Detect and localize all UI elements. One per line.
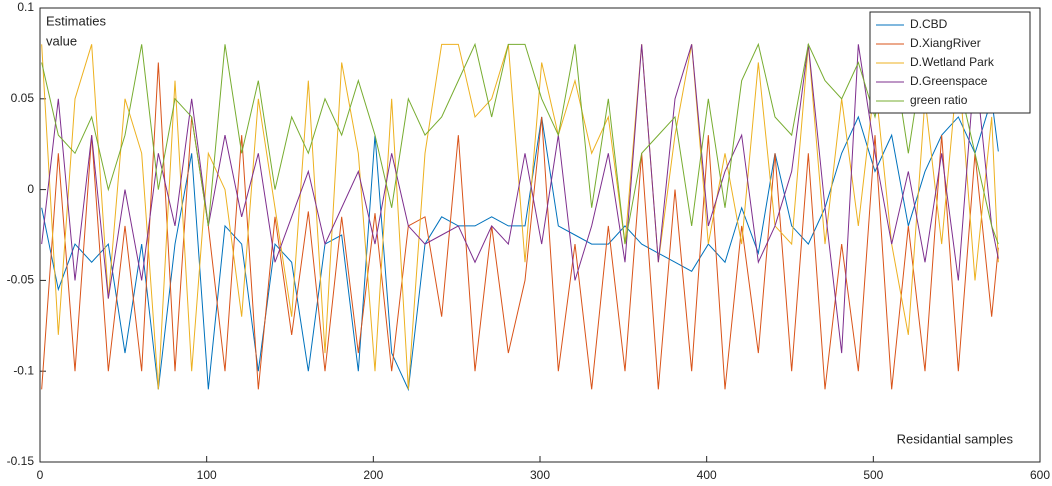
series-line [41,42,999,245]
x-tick-label: 100 [197,468,217,482]
x-tick-label: 500 [863,468,883,482]
x-tick-label: 0 [37,468,44,482]
y-tick-label: 0.05 [11,91,35,105]
legend-label: green ratio [910,93,968,107]
legend-label: D.Greenspace [910,74,988,88]
y-tick-label: 0 [27,182,34,196]
legend-label: D.XiangRiver [910,36,981,50]
series-line [41,44,999,354]
series-line [41,43,999,390]
x-tick-label: 200 [363,468,383,482]
y-tick-label: 0.1 [17,0,34,14]
y-annotation: Estimaties [46,13,106,28]
x-tick-label: 300 [530,468,550,482]
y-annotation: value [46,33,77,48]
legend-label: D.CBD [910,17,948,31]
x-tick-label: 400 [697,468,717,482]
legend-label: D.Wetland Park [910,55,995,69]
x-annotation: Residantial samples [897,431,1014,446]
x-tick-label: 600 [1030,468,1050,482]
y-tick-label: -0.05 [7,273,35,287]
y-tick-label: -0.1 [13,363,34,377]
y-tick-label: -0.15 [7,454,35,468]
